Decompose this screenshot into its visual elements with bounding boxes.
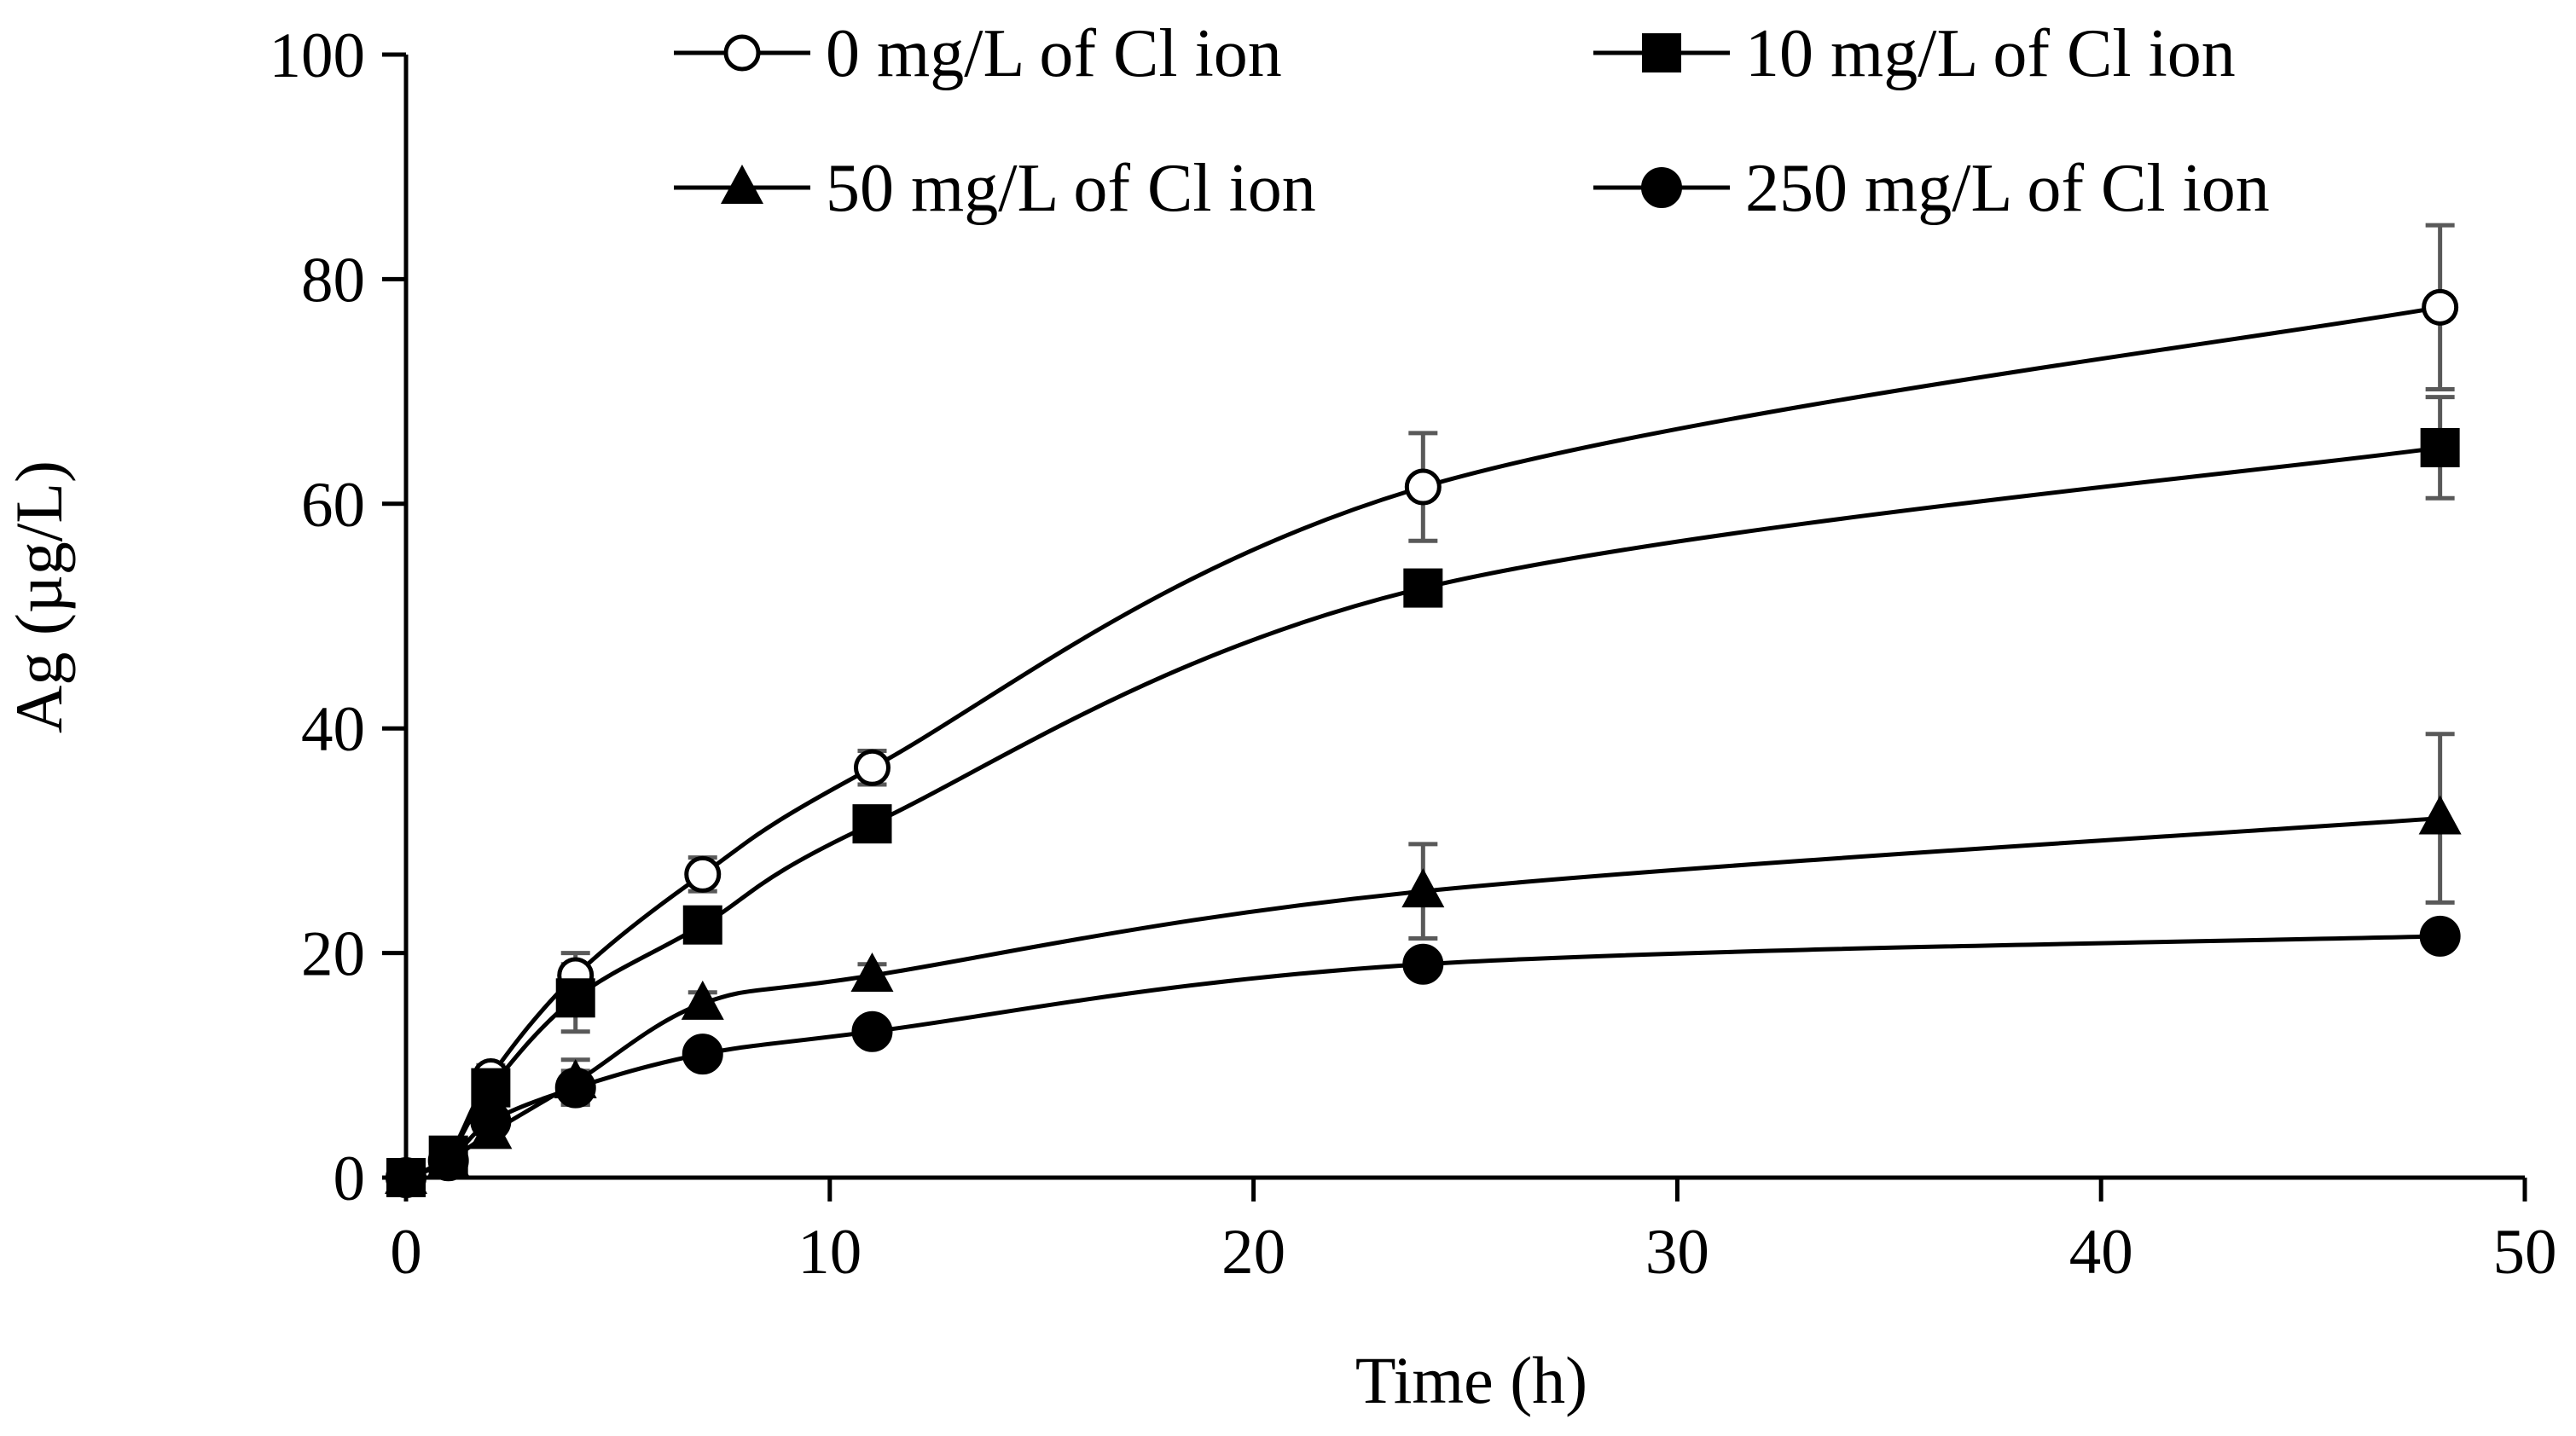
data-point-0-mg-l [1404, 468, 1442, 506]
data-point-250-mg-l [386, 1157, 426, 1198]
legend-marker [723, 34, 761, 72]
data-point-250-mg-l [554, 1067, 596, 1109]
data-point-50-mg-l [850, 952, 894, 992]
data-point-0-mg-l [2422, 288, 2459, 326]
x-tick-label: 10 [798, 1217, 862, 1288]
y-tick-label: 60 [301, 470, 365, 541]
data-point-0-mg-l [684, 855, 722, 893]
data-point-50-mg-l [1401, 868, 1445, 908]
legend-item-50-mg-l: 50 mg/L of Cl ion [674, 151, 1316, 226]
axes [382, 52, 2527, 1201]
x-tick-label: 30 [1645, 1217, 1709, 1288]
y-tick-label: 80 [301, 245, 365, 316]
x-tick-label: 40 [2069, 1217, 2133, 1288]
data-point-250-mg-l [2419, 915, 2461, 957]
data-point-10-mg-l [555, 978, 595, 1018]
legend-marker [721, 165, 763, 204]
data-point-250-mg-l [1402, 943, 1444, 985]
data-point-10-mg-l [471, 1068, 511, 1108]
data-point-10-mg-l [2420, 427, 2460, 467]
y-tick-label: 100 [270, 20, 366, 91]
y-tick-label: 40 [301, 694, 365, 765]
x-axis-title: Time (h) [1355, 1343, 1587, 1417]
y-axis-title: Ag (µg/L) [2, 460, 76, 733]
data-point-250-mg-l [682, 1034, 723, 1075]
legend-label: 10 mg/L of Cl ion [1745, 16, 2236, 91]
legend-item-10-mg-l: 10 mg/L of Cl ion [1593, 16, 2236, 91]
data-point-10-mg-l [682, 905, 722, 945]
x-tick-label: 0 [390, 1217, 422, 1288]
data-point-50-mg-l [681, 980, 724, 1020]
legend-marker [1642, 33, 1681, 72]
legend: 0 mg/L of Cl ion 10 mg/L of Cl ion 50 mg/L… [674, 16, 2270, 226]
x-tick-label: 20 [1221, 1217, 1285, 1288]
legend-marker [1641, 167, 1682, 208]
data-point-250-mg-l [851, 1010, 893, 1052]
y-tick-label: 20 [301, 919, 365, 990]
legend-label: 250 mg/L of Cl ion [1745, 151, 2270, 226]
data-point-0-mg-l [853, 749, 891, 786]
legend-label: 0 mg/L of Cl ion [826, 16, 1282, 91]
x-tick-label: 50 [2493, 1217, 2557, 1288]
markers [385, 288, 2462, 1198]
legend-label: 50 mg/L of Cl ion [826, 151, 1316, 226]
data-point-50-mg-l [2418, 795, 2462, 835]
tick-labels: 0 20 40 60 80 100 0 10 20 30 40 50 [270, 20, 2557, 1288]
data-point-250-mg-l [470, 1101, 512, 1143]
legend-item-0-mg-l: 0 mg/L of Cl ion [674, 16, 1282, 91]
y-tick-label: 0 [334, 1144, 366, 1214]
data-point-250-mg-l [427, 1140, 469, 1182]
data-point-10-mg-l [852, 804, 892, 844]
legend-item-250-mg-l: 250 mg/L of Cl ion [1593, 151, 2270, 226]
data-point-10-mg-l [1403, 568, 1443, 608]
error-bars [433, 223, 2455, 1169]
